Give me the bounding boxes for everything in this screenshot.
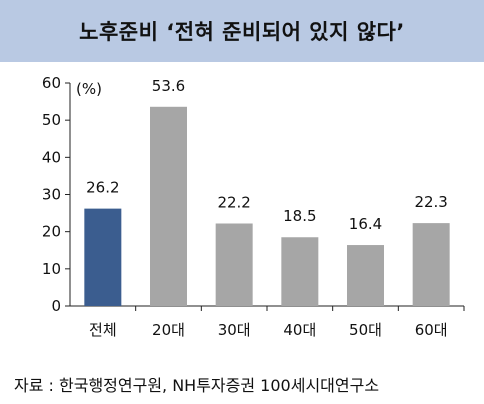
source-note: 자료 : 한국행정연구원, NH투자증권 100세시대연구소 xyxy=(14,376,380,395)
x-tick-label: 30대 xyxy=(218,321,251,339)
x-tick-label: 20대 xyxy=(152,321,185,339)
y-tick-label: 40 xyxy=(42,148,61,166)
x-tick-label: 60대 xyxy=(415,321,448,339)
bar xyxy=(347,245,384,306)
x-tick-label: 전체 xyxy=(89,321,117,339)
y-tick-label: 10 xyxy=(42,260,61,278)
bar xyxy=(150,106,187,306)
y-tick-label: 60 xyxy=(42,74,61,92)
x-tick-label: 40대 xyxy=(283,321,316,339)
y-tick-label: 30 xyxy=(42,186,61,204)
x-tick-label: 50대 xyxy=(349,321,382,339)
title-band: 노후준비 ‘전혀 준비되어 있지 않다’ xyxy=(0,0,484,62)
bar xyxy=(412,223,450,306)
chart-title: 노후준비 ‘전혀 준비되어 있지 않다’ xyxy=(79,20,405,44)
bar xyxy=(215,223,253,306)
y-tick-label: 20 xyxy=(42,223,61,241)
data-label: 18.5 xyxy=(283,207,316,225)
data-label: 26.2 xyxy=(86,179,119,197)
y-unit-label: (%) xyxy=(76,80,102,98)
bar xyxy=(281,237,319,306)
data-label: 22.3 xyxy=(414,193,447,211)
bar-chart: 0 10 20 30 40 50 60 (%) 26.2 전체 53.6 20대 22.2 30대 18.5… xyxy=(42,74,465,339)
data-label: 16.4 xyxy=(349,215,382,233)
y-tick-label: 50 xyxy=(42,111,61,129)
bar xyxy=(84,208,122,306)
y-tick-label: 0 xyxy=(51,297,61,315)
data-label: 53.6 xyxy=(152,77,185,95)
data-label: 22.2 xyxy=(217,193,250,211)
